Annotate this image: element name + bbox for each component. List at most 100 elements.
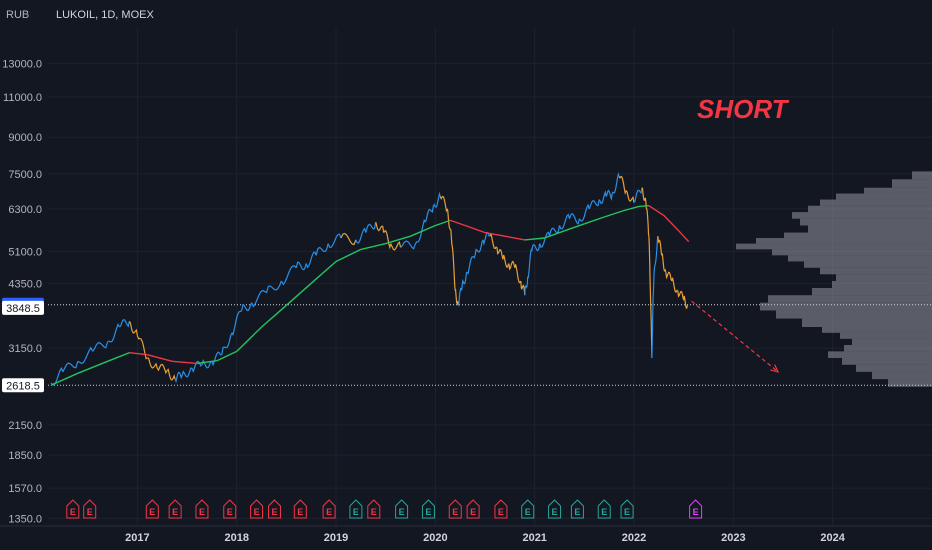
price-label-text: 2618.5 xyxy=(6,380,40,392)
price-segment xyxy=(77,346,94,365)
projection-arrow[interactable] xyxy=(691,300,780,373)
moving-average-segment xyxy=(107,352,130,362)
price-segment xyxy=(450,236,456,291)
moving-average-segment xyxy=(50,372,79,386)
chart-grid xyxy=(48,28,932,526)
earnings-event: E xyxy=(689,499,703,519)
price-segment xyxy=(611,172,620,194)
price-segment xyxy=(568,213,580,225)
earnings-label: E xyxy=(470,507,476,517)
x-tick-label: 2020 xyxy=(423,532,447,544)
earnings-event: E xyxy=(145,499,159,519)
y-tick-label: 11000.0 xyxy=(3,92,42,104)
volume-bin xyxy=(804,261,932,268)
price-segment xyxy=(174,371,183,384)
time-axis[interactable]: 2017 2018 2019 2020 2021 2022 2023 2024 xyxy=(0,525,932,544)
price-segment xyxy=(136,335,148,360)
earnings-event: E xyxy=(570,499,584,519)
earnings-marker-icon xyxy=(466,499,480,519)
earnings-label: E xyxy=(371,507,377,517)
volume-bin xyxy=(840,332,932,339)
volume-profile xyxy=(736,171,932,387)
y-tick-label: 13000.0 xyxy=(2,58,42,70)
moving-average-segment xyxy=(216,350,237,362)
earnings-label: E xyxy=(399,507,405,517)
price-segment xyxy=(119,319,130,328)
moving-average-segment xyxy=(623,205,640,212)
price-segment xyxy=(496,247,504,260)
earnings-marker-icon xyxy=(548,499,562,519)
moving-average-segment xyxy=(564,223,585,232)
price-segment xyxy=(458,285,463,306)
price-segment xyxy=(355,227,367,244)
volume-bin xyxy=(756,238,932,244)
earnings-label: E xyxy=(498,507,504,517)
price-segment xyxy=(92,341,109,352)
earnings-marker-icon xyxy=(322,499,336,519)
price-segment xyxy=(251,289,267,308)
volume-bin xyxy=(812,287,932,296)
volume-bin xyxy=(788,255,932,262)
volume-bin xyxy=(828,351,932,358)
earnings-event: E xyxy=(620,499,634,519)
volume-bin xyxy=(800,218,932,226)
moving-average-segment xyxy=(504,235,525,241)
earnings-event: E xyxy=(223,499,237,519)
price-segment xyxy=(558,213,571,230)
moving-average-segment xyxy=(147,354,173,362)
x-tick-label: 2018 xyxy=(224,532,248,544)
x-tick-label: 2021 xyxy=(522,532,546,544)
price-segment xyxy=(191,360,203,373)
moving-average-segment xyxy=(129,352,148,356)
earnings-label: E xyxy=(574,507,580,517)
earnings-marker-icon xyxy=(195,499,209,519)
moving-average-segment xyxy=(285,282,312,306)
moving-average-segment xyxy=(603,209,625,218)
price-series xyxy=(50,172,690,386)
price-segment xyxy=(625,190,635,203)
price-segment xyxy=(432,191,441,209)
price-axis[interactable]: 13000.0 11000.0 9000.0 7500.0 6300.0 5100.0 43… xyxy=(2,58,42,525)
earnings-marker-icon xyxy=(145,499,159,519)
price-segment xyxy=(482,231,491,246)
moving-average-segment xyxy=(77,360,108,374)
earnings-event: E xyxy=(293,499,307,519)
volume-bin xyxy=(892,179,932,188)
price-segment xyxy=(489,233,498,250)
moving-average-segment xyxy=(638,205,649,208)
y-tick-label: 6300.0 xyxy=(8,204,42,216)
price-segment xyxy=(375,221,385,233)
earnings-marker-icon xyxy=(223,499,237,519)
earnings-label: E xyxy=(70,507,76,517)
price-segment xyxy=(280,265,297,286)
volume-bin xyxy=(844,345,932,352)
y-tick-label: 9000.0 xyxy=(8,132,42,144)
short-annotation: SHORT xyxy=(697,94,790,124)
price-segment xyxy=(502,254,510,268)
earnings-label: E xyxy=(87,507,93,517)
price-label-text: 3848.5 xyxy=(6,303,40,315)
price-segment xyxy=(327,233,342,249)
price-segment xyxy=(181,367,193,378)
price-segment xyxy=(439,195,448,213)
x-tick-label: 2024 xyxy=(820,532,845,544)
price-segment xyxy=(211,351,222,367)
volume-bin xyxy=(856,364,932,372)
earnings-label: E xyxy=(326,507,332,517)
earnings-marker-icon xyxy=(267,499,281,519)
x-tick-label: 2019 xyxy=(324,532,348,544)
earnings-event: E xyxy=(322,499,336,519)
price-segment xyxy=(653,236,659,277)
volume-bin xyxy=(888,379,932,387)
moving-average-segment xyxy=(385,235,411,245)
projection-arrowhead xyxy=(770,364,780,373)
earnings-event: E xyxy=(250,499,264,519)
price-segment xyxy=(661,253,667,273)
price-segment xyxy=(549,225,561,237)
volume-bin xyxy=(822,326,932,333)
y-tick-label: 2150.0 xyxy=(8,420,42,432)
price-segment xyxy=(508,260,516,271)
earnings-label: E xyxy=(452,507,458,517)
